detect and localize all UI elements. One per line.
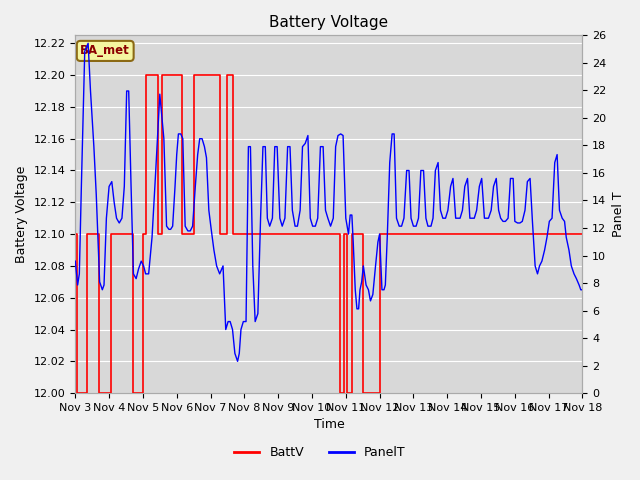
X-axis label: Time: Time: [314, 419, 344, 432]
Title: Battery Voltage: Battery Voltage: [269, 15, 388, 30]
Y-axis label: Panel T: Panel T: [612, 192, 625, 237]
Legend: BattV, PanelT: BattV, PanelT: [229, 441, 411, 464]
Text: BA_met: BA_met: [81, 45, 130, 58]
Y-axis label: Battery Voltage: Battery Voltage: [15, 166, 28, 263]
